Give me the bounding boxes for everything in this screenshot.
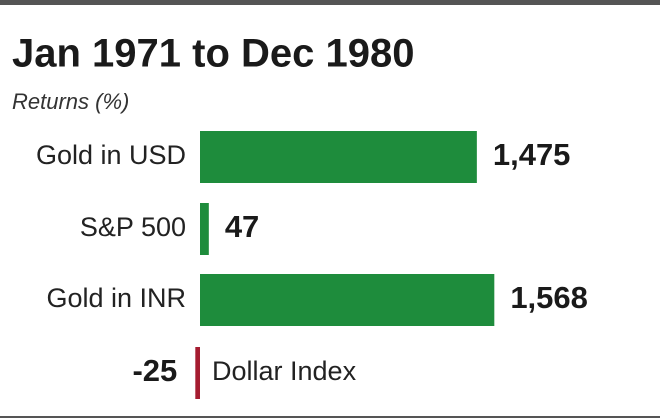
bottom-border xyxy=(0,416,660,418)
chart-title: Jan 1971 to Dec 1980 xyxy=(12,32,414,76)
value-label: 1,475 xyxy=(493,137,571,172)
value-label: -25 xyxy=(132,353,177,388)
value-label: 47 xyxy=(225,209,259,244)
value-label: 1,568 xyxy=(510,280,588,315)
category-label: S&P 500 xyxy=(80,212,186,242)
category-label: Gold in USD xyxy=(36,140,186,170)
category-label: Gold in INR xyxy=(46,283,186,313)
bar xyxy=(195,347,200,399)
bar xyxy=(200,274,495,326)
category-label: Dollar Index xyxy=(212,356,357,386)
chart-subtitle: Returns (%) xyxy=(12,89,129,114)
bar xyxy=(200,131,477,183)
top-border xyxy=(0,0,660,5)
bar xyxy=(200,203,209,255)
